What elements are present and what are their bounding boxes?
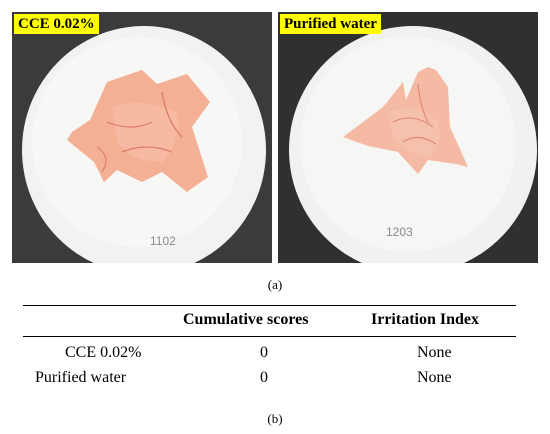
- caption-a: (a): [267, 277, 283, 292]
- index-cce: None: [417, 344, 452, 361]
- photo-purified-water: 1203 Purified water: [278, 12, 538, 263]
- index-purified-water: None: [417, 369, 452, 386]
- row-label-purified-water: Purified water: [35, 369, 127, 386]
- membrane-photo-purified-water: 1203: [278, 12, 538, 263]
- label-cce: CCE 0.02%: [14, 14, 99, 34]
- plate-number-cce: 1102: [150, 234, 176, 248]
- membrane-photo-cce: 1102: [12, 12, 272, 263]
- label-purified-water: Purified water: [280, 14, 381, 34]
- table-header-rule: [23, 336, 516, 337]
- header-irritation-index: Irritation Index: [371, 311, 479, 328]
- caption-b: (b): [267, 411, 283, 426]
- row-label-cce: CCE 0.02%: [65, 344, 142, 361]
- photo-cce: 1102 CCE 0.02%: [12, 12, 272, 263]
- score-cce: 0: [260, 344, 268, 361]
- table-top-rule: [23, 305, 516, 306]
- score-purified-water: 0: [260, 369, 268, 386]
- plate-number-purified-water: 1203: [386, 225, 413, 239]
- header-cumulative-scores: Cumulative scores: [183, 311, 309, 328]
